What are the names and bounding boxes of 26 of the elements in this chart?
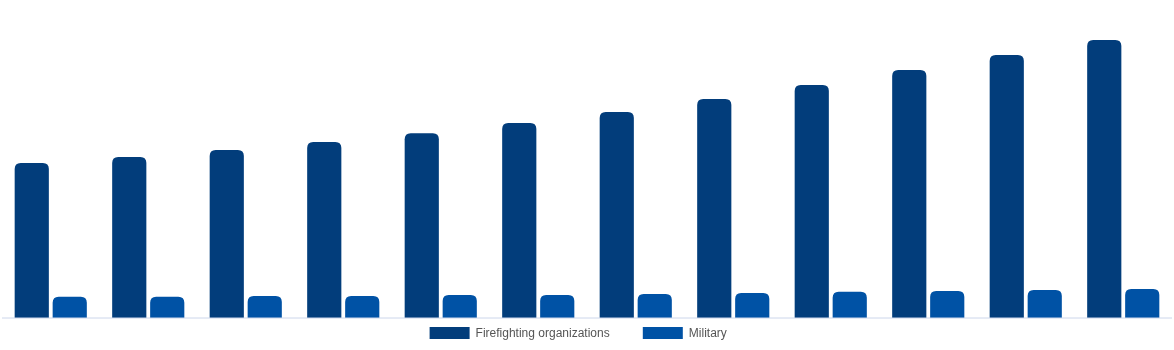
bar [540, 294, 575, 318]
bar [930, 291, 965, 318]
bar [52, 296, 87, 318]
bar [307, 142, 342, 318]
bar [345, 296, 380, 318]
bar [1125, 289, 1160, 318]
bar [794, 85, 829, 318]
bar [150, 296, 185, 318]
legend-label: Military [688, 326, 727, 340]
bar [989, 55, 1024, 318]
bar [404, 133, 439, 318]
bar [832, 291, 867, 318]
bar [112, 157, 147, 318]
bar [1087, 40, 1122, 318]
legend-label: Firefighting organizations [475, 326, 610, 340]
bar [599, 112, 634, 318]
bar [1027, 289, 1062, 318]
bar [209, 150, 244, 318]
bar [735, 292, 770, 318]
bar [247, 296, 282, 318]
bar [502, 123, 537, 318]
bar [892, 70, 927, 318]
bar [442, 294, 477, 318]
bar [14, 162, 49, 318]
bar [697, 98, 732, 318]
bar [637, 294, 672, 318]
